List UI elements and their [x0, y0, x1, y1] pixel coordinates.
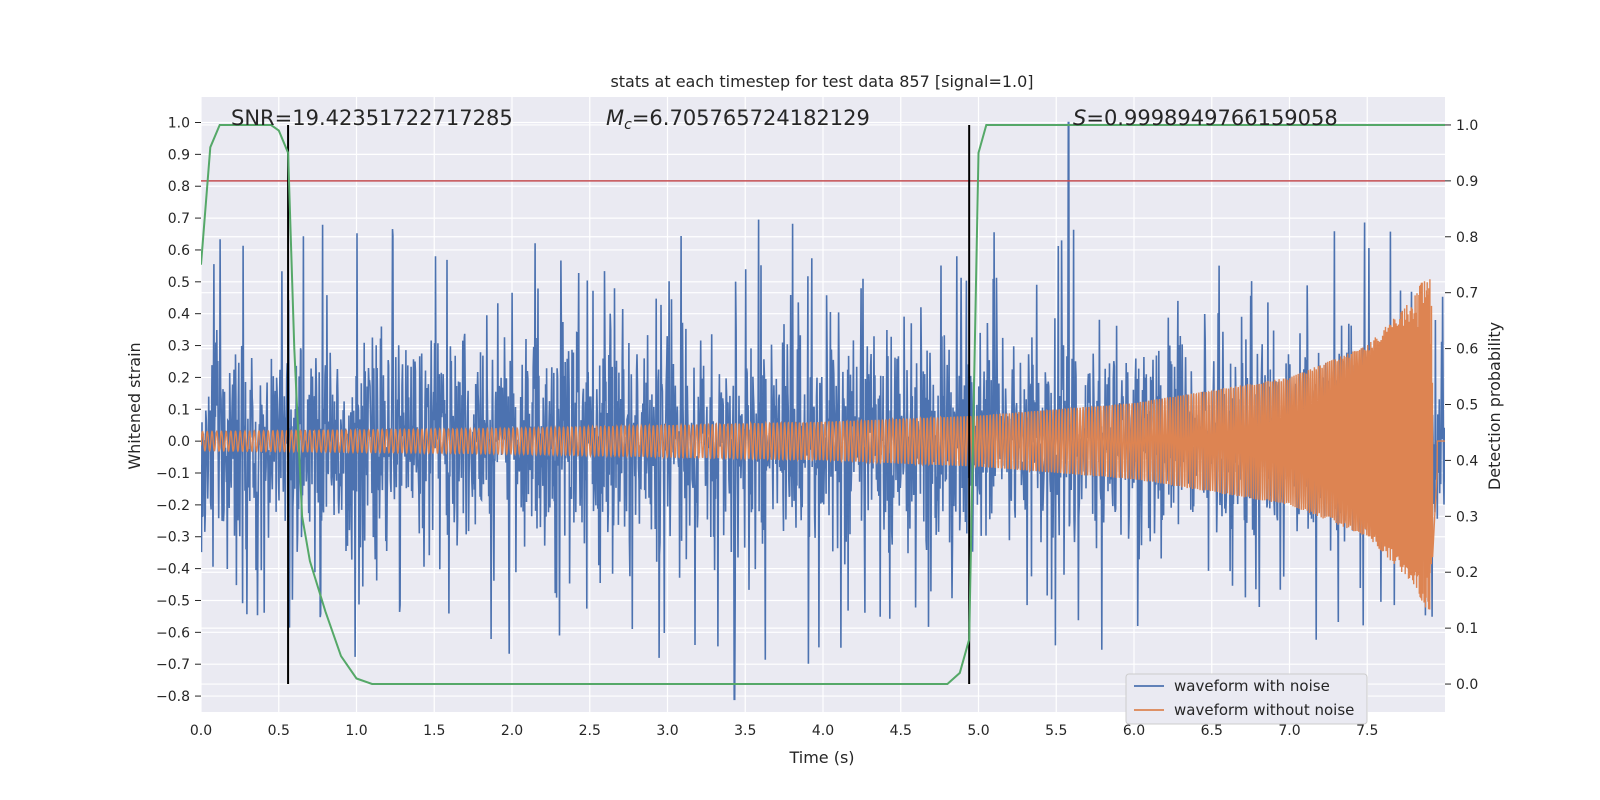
y2-tick-label: 0.8	[1456, 230, 1478, 246]
chirp-mass-annotation: Mc=6.705765724182129	[606, 106, 870, 133]
y-tick-label: −0.7	[156, 657, 190, 673]
x-axis-label: Time (s)	[788, 748, 854, 767]
y-tick-label: 0.1	[168, 402, 190, 418]
x-tick-label: 7.0	[1278, 723, 1300, 739]
series-line-detection-probability	[201, 124, 1445, 685]
y2-tick-label: 0.1	[1456, 621, 1478, 637]
x-tick-label: 2.5	[579, 723, 601, 739]
y2-tick-label: 0.0	[1456, 677, 1478, 693]
y-tick-label: 0.9	[168, 147, 190, 163]
x-tick-label: 5.0	[967, 723, 989, 739]
x-tick-label: 3.0	[656, 723, 678, 739]
snr-annotation: SNR=19.42351722717285	[231, 106, 513, 130]
y-tick-label: 0.6	[168, 243, 190, 259]
y2-tick-label: 0.5	[1456, 398, 1478, 414]
y-tick-label: 0.2	[168, 370, 190, 386]
y2-tick-label: 0.6	[1456, 342, 1478, 358]
score-annotation: S=0.9998949766159058	[1073, 106, 1338, 130]
x-tick-label: 7.5	[1356, 723, 1378, 739]
legend: waveform with noise waveform without noi…	[1125, 673, 1368, 725]
x-tick-label: 4.5	[890, 723, 912, 739]
x-tick-label: 1.0	[345, 723, 367, 739]
x-tick-label: 0.5	[268, 723, 290, 739]
y2-tick-label: 0.3	[1456, 509, 1478, 525]
plot-content	[201, 121, 1445, 701]
x-tick-label: 6.5	[1201, 723, 1223, 739]
y2-axis-ticks: 0.0 0.1 0.2 0.3 0.4 0.5 0.6 0.7 0.8 0.9 1.0	[1445, 118, 1478, 693]
y-tick-label: 0.7	[168, 211, 190, 227]
y2-tick-label: 0.7	[1456, 286, 1478, 302]
y-tick-label: −0.2	[156, 498, 190, 514]
x-tick-label: 5.5	[1045, 723, 1067, 739]
y-tick-label: −0.5	[156, 593, 190, 609]
y-axis-label: Whitened strain	[125, 342, 144, 469]
y-axis-ticks: −0.8 −0.7 −0.6 −0.5 −0.4 −0.3 −0.2 −0.1 0.0 0.1 0.…	[156, 115, 201, 705]
y2-tick-label: 0.4	[1456, 453, 1478, 469]
y-tick-label: −0.4	[156, 562, 190, 578]
y2-axis-label: Detection probability	[1485, 322, 1504, 490]
y2-tick-label: 0.2	[1456, 565, 1478, 581]
y-tick-label: 1.0	[168, 115, 190, 131]
x-tick-label: 0.0	[190, 723, 212, 739]
legend-box	[1125, 673, 1368, 725]
y2-tick-label: 1.0	[1456, 118, 1478, 134]
y-tick-label: −0.8	[156, 689, 190, 705]
y-tick-label: 0.5	[168, 275, 190, 291]
y-tick-label: −0.1	[156, 466, 190, 482]
x-tick-label: 2.0	[501, 723, 523, 739]
x-tick-label: 4.0	[812, 723, 834, 739]
x-tick-label: 1.5	[423, 723, 445, 739]
y-tick-label: 0.8	[168, 179, 190, 195]
y-tick-label: 0.0	[168, 434, 190, 450]
y2-tick-label: 0.9	[1456, 174, 1478, 190]
series-line-waveform-without-noise	[201, 279, 1445, 610]
legend-label-signal: waveform without noise	[1174, 701, 1354, 719]
legend-label-noise: waveform with noise	[1174, 677, 1330, 695]
chart-title: stats at each timestep for test data 857…	[610, 72, 1033, 91]
x-axis-ticks: 0.0 0.5 1.0 1.5 2.0 2.5 3.0 3.5 4.0 4.5 5.0 5.5 6.0 6…	[190, 723, 1379, 739]
y-tick-label: 0.3	[168, 339, 190, 355]
y-tick-label: −0.6	[156, 625, 190, 641]
y-tick-label: −0.3	[156, 530, 190, 546]
x-tick-label: 6.0	[1123, 723, 1145, 739]
x-tick-label: 3.5	[734, 723, 756, 739]
y-tick-label: 0.4	[168, 307, 190, 323]
